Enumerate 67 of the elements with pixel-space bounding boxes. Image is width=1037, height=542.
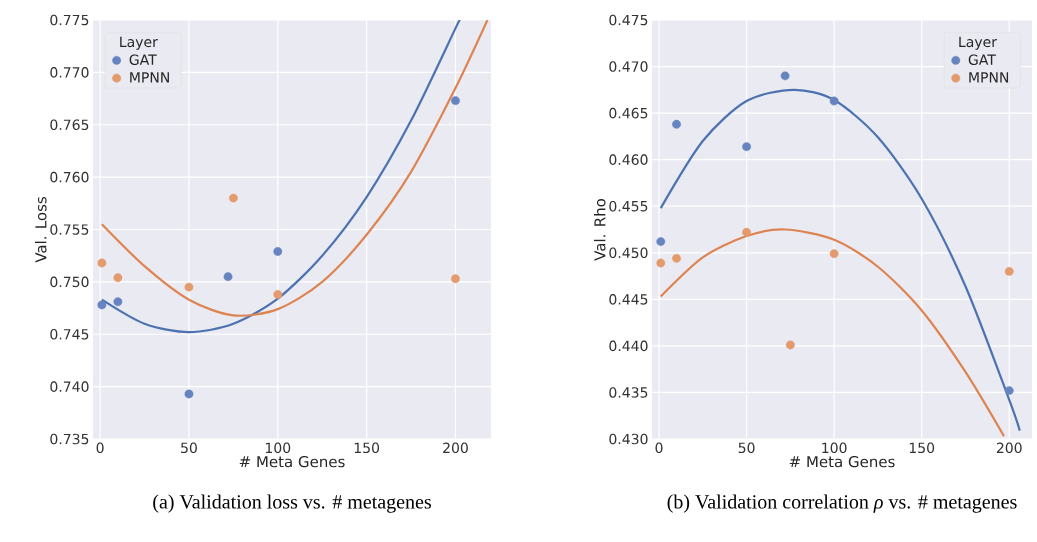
point bbox=[742, 227, 751, 237]
point bbox=[97, 258, 107, 268]
point bbox=[451, 96, 460, 106]
y-tick-label: 0.760 bbox=[50, 171, 89, 183]
y-tick-label: 0.735 bbox=[50, 433, 89, 445]
y-axis-title: Val. Loss bbox=[34, 196, 47, 263]
y-tick-label: 0.745 bbox=[50, 328, 89, 340]
legend-label: MPNN bbox=[130, 72, 169, 83]
point bbox=[672, 253, 681, 263]
legend-label: GAT bbox=[129, 54, 157, 66]
x-axis-title: # Meta Genes bbox=[239, 455, 345, 468]
y-tick-label: 0.750 bbox=[50, 276, 89, 288]
y-tick-label: 0.450 bbox=[609, 247, 648, 259]
point bbox=[829, 96, 839, 106]
line-series bbox=[659, 88, 1021, 432]
point bbox=[223, 272, 233, 282]
x-tick-label: 100 bbox=[822, 442, 847, 454]
text: (a) Validation loss vs. # metagenes bbox=[153, 494, 431, 513]
y-tick-label: 0.755 bbox=[50, 224, 89, 235]
y-tick-label: 0.435 bbox=[609, 387, 648, 398]
y-axis-title: Val. Rho bbox=[593, 198, 606, 261]
x-tick-label: 100 bbox=[265, 442, 291, 454]
y-tick-label: 0.440 bbox=[609, 340, 648, 352]
point bbox=[656, 258, 666, 268]
x-axis-title: # Meta Genes bbox=[789, 455, 895, 468]
x-tick-label: 50 bbox=[181, 442, 197, 454]
point bbox=[656, 237, 666, 246]
point bbox=[184, 282, 194, 292]
x-tick-label: 200 bbox=[443, 442, 468, 454]
point bbox=[672, 119, 681, 129]
x-tick-label: 50 bbox=[738, 442, 755, 454]
y-tick-label: 0.445 bbox=[609, 294, 648, 305]
y-tick-label: 0.770 bbox=[50, 67, 89, 78]
point bbox=[785, 340, 795, 350]
legend-title: Layer bbox=[959, 36, 997, 50]
point bbox=[1004, 386, 1014, 395]
point bbox=[780, 71, 790, 81]
y-tick-label: 0.430 bbox=[609, 433, 648, 445]
y-tick-label: 0.455 bbox=[609, 200, 648, 212]
y-tick-label: 0.740 bbox=[50, 381, 89, 392]
line-series bbox=[659, 228, 1006, 438]
x-tick-label: 0 bbox=[655, 442, 663, 454]
point bbox=[742, 142, 751, 152]
y-tick-label: 0.775 bbox=[50, 14, 89, 26]
point bbox=[184, 389, 194, 399]
point bbox=[228, 193, 238, 203]
x-tick-label: 0 bbox=[96, 442, 104, 454]
legend-label: GAT bbox=[968, 54, 996, 66]
x-tick-label: 150 bbox=[354, 442, 380, 454]
legend-title: Layer bbox=[120, 36, 158, 50]
point bbox=[273, 247, 283, 256]
text: (b) Validation correlation ρ vs. # metagenes bbox=[667, 494, 1017, 513]
y-tick-label: 0.470 bbox=[609, 61, 648, 72]
y-tick-label: 0.460 bbox=[609, 154, 648, 165]
x-tick-label: 150 bbox=[909, 442, 935, 454]
point bbox=[451, 274, 460, 284]
point bbox=[829, 249, 839, 259]
x-tick-label: 200 bbox=[996, 442, 1022, 454]
point bbox=[113, 273, 123, 283]
point bbox=[113, 297, 123, 307]
y-tick-label: 0.765 bbox=[50, 119, 89, 131]
point bbox=[1004, 267, 1014, 276]
point bbox=[273, 290, 283, 299]
y-tick-label: 0.475 bbox=[609, 14, 648, 26]
y-tick-label: 0.465 bbox=[609, 107, 648, 119]
point bbox=[97, 300, 107, 310]
legend-label: MPNN bbox=[969, 72, 1009, 83]
